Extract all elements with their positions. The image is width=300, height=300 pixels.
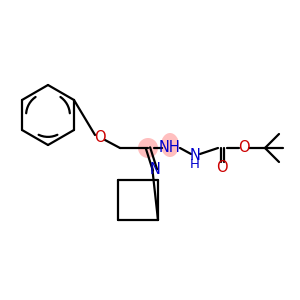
Text: N: N (150, 163, 160, 178)
Ellipse shape (161, 133, 179, 157)
Text: H: H (190, 158, 200, 170)
Text: O: O (94, 130, 106, 146)
Text: O: O (238, 140, 250, 155)
Text: N: N (190, 148, 200, 164)
Ellipse shape (138, 138, 158, 158)
Text: O: O (216, 160, 228, 175)
Text: NH: NH (159, 140, 181, 155)
